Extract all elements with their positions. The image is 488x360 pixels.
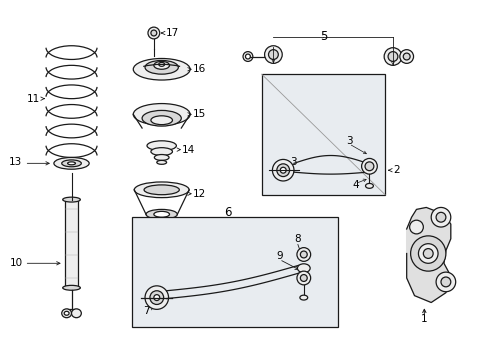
Ellipse shape xyxy=(71,309,81,318)
Text: 2: 2 xyxy=(392,165,399,175)
Ellipse shape xyxy=(64,311,69,315)
Ellipse shape xyxy=(276,164,289,176)
Text: 3: 3 xyxy=(289,157,296,167)
Circle shape xyxy=(435,212,445,222)
Ellipse shape xyxy=(297,264,309,273)
Circle shape xyxy=(410,236,445,271)
Circle shape xyxy=(245,54,250,59)
Ellipse shape xyxy=(296,271,310,285)
Text: 14: 14 xyxy=(182,145,195,155)
Ellipse shape xyxy=(54,157,89,169)
Circle shape xyxy=(148,27,160,39)
Ellipse shape xyxy=(134,182,189,198)
Text: 1: 1 xyxy=(420,314,427,324)
Ellipse shape xyxy=(296,248,310,261)
Ellipse shape xyxy=(365,162,373,171)
Circle shape xyxy=(423,249,432,258)
Circle shape xyxy=(387,51,397,62)
Ellipse shape xyxy=(361,158,377,174)
Ellipse shape xyxy=(157,161,166,164)
Ellipse shape xyxy=(146,210,177,219)
Circle shape xyxy=(399,50,413,63)
Text: 10: 10 xyxy=(9,258,22,268)
Ellipse shape xyxy=(154,62,169,69)
Ellipse shape xyxy=(147,141,176,150)
Text: 17: 17 xyxy=(165,28,179,38)
Ellipse shape xyxy=(151,116,172,125)
Text: 12: 12 xyxy=(193,189,206,199)
Ellipse shape xyxy=(145,60,178,74)
Ellipse shape xyxy=(144,185,179,195)
Bar xyxy=(65,309,77,313)
Bar xyxy=(64,199,78,288)
Text: 7: 7 xyxy=(143,306,149,316)
Ellipse shape xyxy=(280,167,285,173)
Text: 5: 5 xyxy=(319,31,326,44)
Ellipse shape xyxy=(142,111,181,126)
Text: 6: 6 xyxy=(224,206,232,219)
Circle shape xyxy=(268,50,278,59)
Ellipse shape xyxy=(61,309,71,318)
Circle shape xyxy=(243,51,252,62)
Ellipse shape xyxy=(61,160,81,167)
Ellipse shape xyxy=(150,291,163,305)
Ellipse shape xyxy=(145,286,168,309)
Ellipse shape xyxy=(133,104,190,125)
Polygon shape xyxy=(406,207,450,302)
Ellipse shape xyxy=(300,251,306,258)
Ellipse shape xyxy=(272,159,293,181)
Ellipse shape xyxy=(62,285,80,290)
Circle shape xyxy=(151,30,157,36)
Text: 11: 11 xyxy=(26,94,40,104)
Ellipse shape xyxy=(62,197,80,202)
Ellipse shape xyxy=(67,162,75,165)
Text: 15: 15 xyxy=(193,109,206,120)
Circle shape xyxy=(403,53,409,60)
Ellipse shape xyxy=(159,62,164,66)
Text: 16: 16 xyxy=(193,64,206,74)
Circle shape xyxy=(430,207,450,227)
Bar xyxy=(132,217,337,327)
Text: 8: 8 xyxy=(293,234,300,244)
Ellipse shape xyxy=(154,294,160,301)
Ellipse shape xyxy=(300,275,306,282)
Text: 4: 4 xyxy=(352,180,359,190)
Circle shape xyxy=(409,220,423,234)
Ellipse shape xyxy=(154,154,169,161)
Ellipse shape xyxy=(151,148,172,156)
Circle shape xyxy=(384,48,401,66)
Ellipse shape xyxy=(365,184,373,188)
Text: 3: 3 xyxy=(345,136,352,146)
Circle shape xyxy=(435,272,455,292)
Bar xyxy=(261,74,385,195)
Ellipse shape xyxy=(299,295,307,300)
Text: 13: 13 xyxy=(9,157,22,167)
Text: 9: 9 xyxy=(276,251,283,261)
Ellipse shape xyxy=(154,211,169,217)
Circle shape xyxy=(418,244,437,263)
Circle shape xyxy=(440,277,450,287)
Circle shape xyxy=(264,46,282,63)
Ellipse shape xyxy=(133,58,190,80)
